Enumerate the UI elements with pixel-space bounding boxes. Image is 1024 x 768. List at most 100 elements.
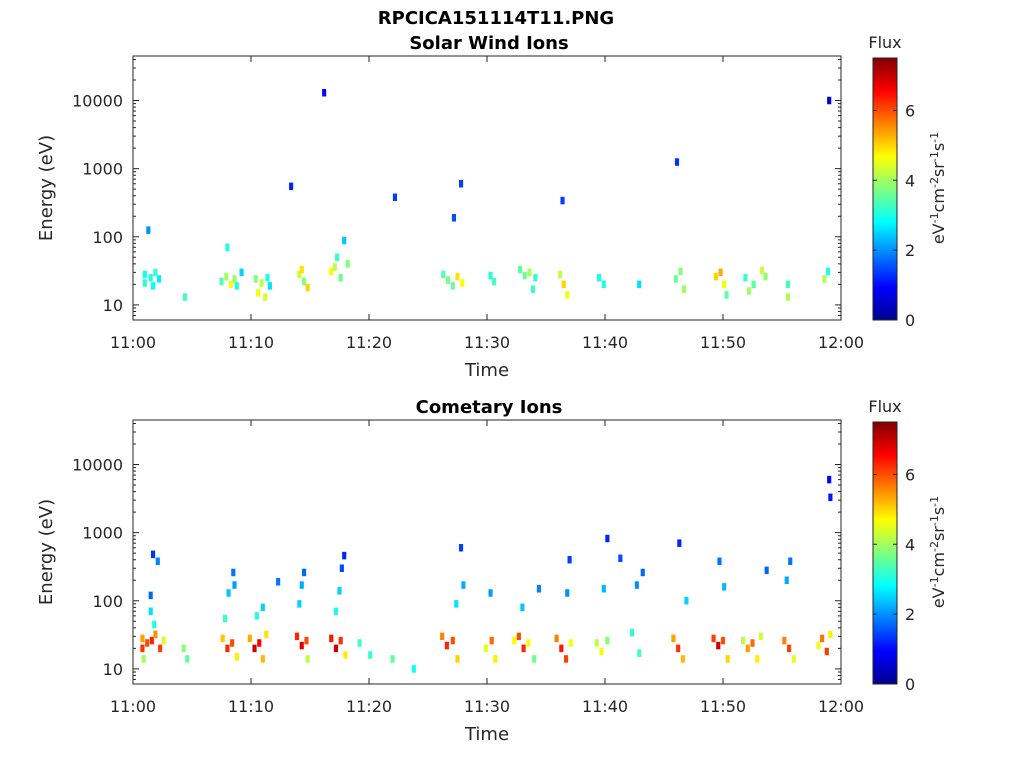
flux-cell <box>526 639 531 647</box>
y-tick-label: 100 <box>92 592 123 611</box>
colorbar-title: Flux <box>868 397 901 416</box>
flux-cell <box>488 271 493 280</box>
flux-cell <box>750 639 755 647</box>
flux-cell <box>751 280 756 289</box>
flux-cell <box>782 636 787 645</box>
colorbar-tick-label: 2 <box>905 605 915 624</box>
x-tick-label: 11:10 <box>228 697 274 716</box>
flux-cell <box>681 285 687 293</box>
flux-cell <box>527 268 532 277</box>
flux-cell <box>605 534 610 543</box>
cometary-panel: 11:00 11:10 11:20 11:30 11:40 11:50 12:00 10 100… <box>36 397 948 745</box>
flux-cell <box>676 644 681 653</box>
flux-cell <box>746 287 752 295</box>
flux-cell <box>455 272 460 281</box>
flux-cell <box>338 636 343 645</box>
flux-cell <box>224 272 229 281</box>
flux-cell <box>305 655 310 663</box>
y-tick-label: 10000 <box>72 456 123 475</box>
flux-cell <box>444 641 449 650</box>
flux-cell <box>302 277 307 286</box>
flux-cell <box>305 283 310 292</box>
flux-cell <box>755 655 760 663</box>
flux-cell <box>335 253 340 262</box>
flux-cell <box>740 636 746 645</box>
x-axis-label: Time <box>464 724 509 745</box>
y-tick-label: 10 <box>103 660 123 679</box>
flux-cell <box>342 551 347 560</box>
flux-cell <box>299 581 304 589</box>
flux-cell <box>239 268 244 277</box>
colorbar <box>872 421 898 685</box>
flux-cell <box>148 591 153 600</box>
flux-cell <box>155 557 160 566</box>
flux-cell <box>827 475 832 484</box>
flux-cell <box>260 655 265 663</box>
flux-cell <box>338 274 343 282</box>
flux-cell <box>253 275 258 283</box>
flux-cell <box>145 639 150 647</box>
colorbar-tick-label: 2 <box>905 241 915 260</box>
flux-cell <box>787 644 792 653</box>
flux-cell <box>254 612 259 620</box>
flux-cell <box>601 585 606 593</box>
flux-cell <box>357 639 362 647</box>
flux-cell <box>711 634 716 643</box>
flux-cell <box>554 634 559 643</box>
flux-cell <box>788 557 793 566</box>
flux-cell <box>677 539 682 547</box>
flux-cell <box>784 576 789 584</box>
spectrogram-cells <box>142 88 832 301</box>
flux-cell <box>289 182 294 191</box>
flux-cell <box>599 647 604 656</box>
flux-cell <box>533 274 538 282</box>
flux-cell <box>713 272 718 281</box>
flux-cell <box>150 550 156 559</box>
flux-cell <box>558 270 563 279</box>
flux-cell <box>458 543 464 552</box>
x-tick-label: 12:00 <box>818 333 864 352</box>
y-tick-label: 1000 <box>82 524 123 543</box>
flux-cell <box>521 644 526 653</box>
x-tick-label: 11:30 <box>464 333 510 352</box>
flux-cell <box>568 639 573 647</box>
flux-cell <box>722 280 727 289</box>
y-axis-label: Energy (eV) <box>36 499 57 605</box>
colorbar-units: eV-1cm-2sr-1s-1 <box>928 496 949 608</box>
y-tick-label: 100 <box>92 228 123 247</box>
flux-cell <box>565 589 570 597</box>
flux-cell <box>483 644 488 653</box>
flux-cell <box>822 275 827 283</box>
flux-cell <box>716 641 721 650</box>
flux-cell <box>276 578 281 586</box>
flux-cell <box>158 644 163 653</box>
flux-cell <box>785 280 790 289</box>
flux-cell <box>828 630 833 639</box>
x-tick-label: 11:20 <box>346 697 392 716</box>
flux-cell <box>332 263 337 271</box>
y-axis-label: Energy (eV) <box>36 135 57 241</box>
flux-cell <box>488 589 493 597</box>
x-tick-label: 11:00 <box>110 333 156 352</box>
flux-cell <box>263 293 268 301</box>
flux-cell <box>342 236 347 245</box>
colorbar-tick-label: 0 <box>905 311 915 330</box>
flux-cell <box>460 279 465 287</box>
flux-cell <box>454 600 459 608</box>
flux-cell <box>260 603 265 612</box>
flux-cell <box>148 274 153 282</box>
flux-cell <box>678 267 683 276</box>
flux-cell <box>232 581 237 589</box>
flux-cell <box>153 268 158 277</box>
flux-cell <box>256 289 261 297</box>
flux-cell <box>345 260 350 268</box>
flux-cell <box>304 636 309 645</box>
flux-cell <box>153 630 158 639</box>
colorbar-tick-label: 6 <box>905 465 915 484</box>
flux-cell <box>264 630 269 639</box>
flux-cell <box>411 665 416 673</box>
flux-cell <box>440 632 445 641</box>
flux-cell <box>520 603 525 612</box>
flux-cell <box>791 655 796 663</box>
panel-title: Cometary Ions <box>416 397 563 418</box>
